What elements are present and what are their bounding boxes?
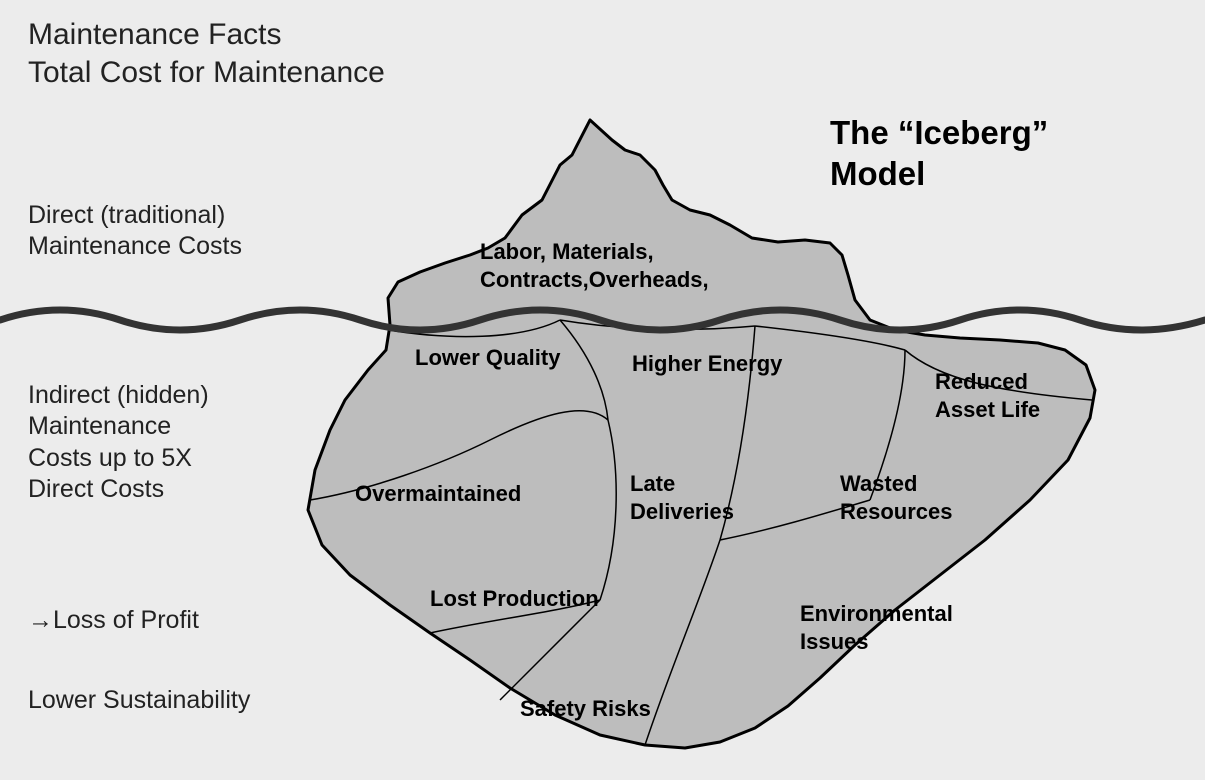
label-icebergTitle: The “Iceberg” Model bbox=[830, 112, 1048, 195]
label-heading2: Total Cost for Maintenance bbox=[28, 54, 385, 92]
label-loss: →Loss of Profit bbox=[28, 605, 199, 636]
label-wr: Wasted Resources bbox=[840, 470, 953, 525]
label-direct: Direct (traditional) Maintenance Costs bbox=[28, 200, 242, 263]
label-ld: Late Deliveries bbox=[630, 470, 734, 525]
label-ei: Environmental Issues bbox=[800, 600, 953, 655]
iceberg-diagram: Maintenance FactsTotal Cost for Maintena… bbox=[0, 0, 1205, 780]
label-tip: Labor, Materials, Contracts,Overheads, bbox=[480, 238, 709, 293]
label-he: Higher Energy bbox=[632, 350, 782, 378]
iceberg-outline bbox=[308, 120, 1095, 748]
label-lq: Lower Quality bbox=[415, 344, 560, 372]
label-indirect: Indirect (hidden) Maintenance Costs up t… bbox=[28, 380, 209, 505]
label-sr: Safety Risks bbox=[520, 695, 651, 723]
label-heading1: Maintenance Facts bbox=[28, 16, 281, 54]
label-ral: Reduced Asset Life bbox=[935, 368, 1040, 423]
label-sustain: Lower Sustainability bbox=[28, 685, 250, 716]
label-om: Overmaintained bbox=[355, 480, 521, 508]
label-lp: Lost Production bbox=[430, 585, 599, 613]
